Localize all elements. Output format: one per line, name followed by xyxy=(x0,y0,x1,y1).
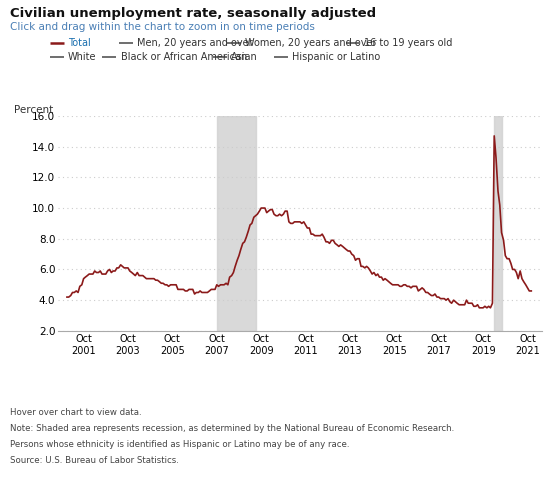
Bar xyxy=(217,116,255,331)
Text: Source: U.S. Bureau of Labor Statistics.: Source: U.S. Bureau of Labor Statistics. xyxy=(10,456,179,465)
Text: White: White xyxy=(68,52,97,62)
Text: Men, 20 years and over: Men, 20 years and over xyxy=(137,38,253,47)
Text: Click and drag within the chart to zoom in on time periods: Click and drag within the chart to zoom … xyxy=(10,22,315,32)
Text: Black or African American: Black or African American xyxy=(121,52,247,62)
Text: 16 to 19 years old: 16 to 19 years old xyxy=(364,38,452,47)
Text: Note: Shaded area represents recession, as determined by the National Bureau of : Note: Shaded area represents recession, … xyxy=(10,424,454,433)
Bar xyxy=(494,116,502,331)
Text: Persons whose ethnicity is identified as Hispanic or Latino may be of any race.: Persons whose ethnicity is identified as… xyxy=(10,440,349,449)
Text: Percent: Percent xyxy=(14,105,53,115)
Text: Total: Total xyxy=(68,38,91,47)
Text: Hover over chart to view data.: Hover over chart to view data. xyxy=(10,408,142,417)
Text: Women, 20 years and over: Women, 20 years and over xyxy=(245,38,377,47)
Text: Hispanic or Latino: Hispanic or Latino xyxy=(292,52,380,62)
Text: Asian: Asian xyxy=(231,52,258,62)
Text: Civilian unemployment rate, seasonally adjusted: Civilian unemployment rate, seasonally a… xyxy=(10,7,376,20)
